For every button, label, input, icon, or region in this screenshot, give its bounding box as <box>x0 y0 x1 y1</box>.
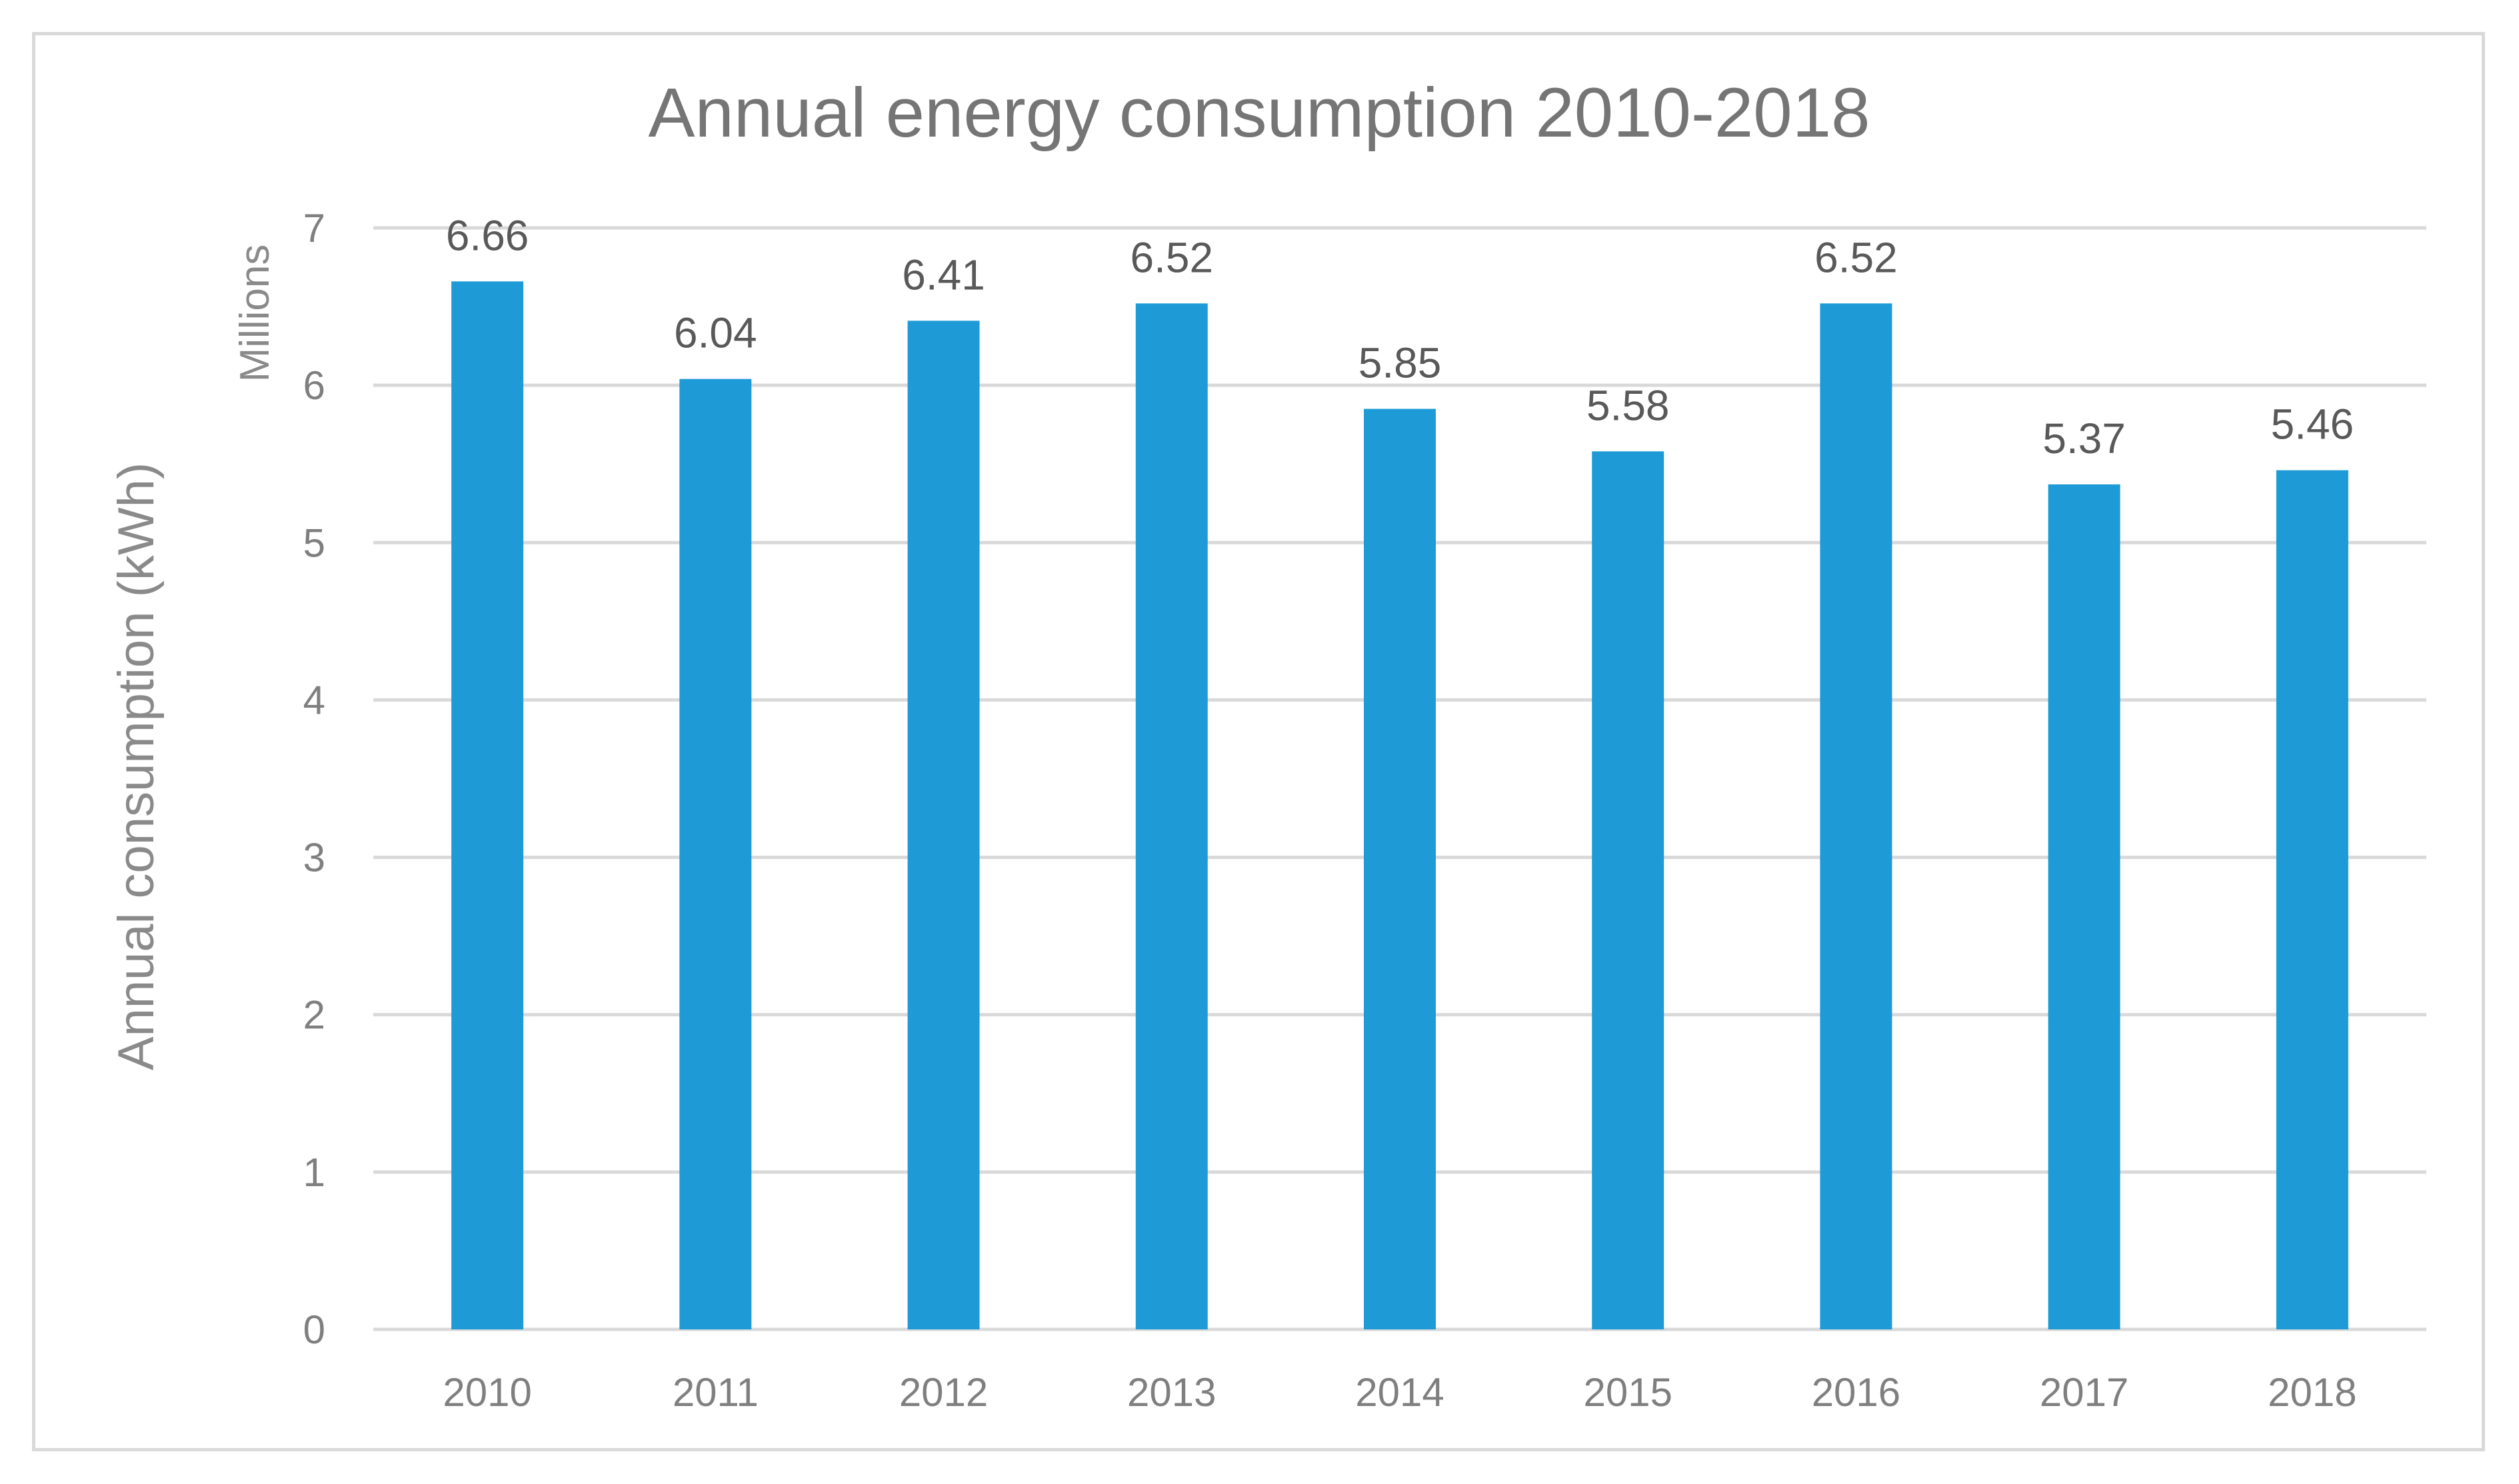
bar-2010 <box>451 281 524 1329</box>
bar-2012 <box>907 321 980 1330</box>
y-tick-label: 4 <box>303 678 325 722</box>
bar-2011 <box>679 378 752 1329</box>
x-tick-label-2017: 2017 <box>2040 1370 2128 1415</box>
data-label-2011: 6.04 <box>674 309 757 357</box>
data-label-2010: 6.66 <box>446 211 529 259</box>
data-label-2016: 6.52 <box>1814 233 1898 281</box>
data-labels: 6.66 6.04 6.41 6.52 5.85 5.58 6.52 5.37 5.46 <box>446 211 2354 462</box>
x-tick-label-2011: 2011 <box>673 1370 759 1415</box>
y-tick-label: 2 <box>303 993 325 1038</box>
y-tick-label: 3 <box>303 836 325 880</box>
y-tick-label: 7 <box>303 206 325 251</box>
bar-2018 <box>2276 470 2348 1330</box>
x-tick-label-2013: 2013 <box>1127 1370 1216 1415</box>
x-tick-label-2016: 2016 <box>1812 1370 1900 1415</box>
y-tick-label: 6 <box>303 363 325 408</box>
bar-2015 <box>1592 451 1664 1329</box>
y-axis-label: Annual consumption (kWh) <box>108 462 165 1070</box>
x-tick-label-2010: 2010 <box>443 1370 531 1415</box>
x-tick-label-2018: 2018 <box>2268 1370 2356 1415</box>
x-tick-label-2014: 2014 <box>1355 1370 1444 1415</box>
bar-2014 <box>1364 408 1436 1330</box>
chart-title: Annual energy consumption 2010-2018 <box>649 74 1870 152</box>
bar-2017 <box>2048 484 2120 1329</box>
y-axis-ticks: 0 1 2 3 4 5 6 7 <box>303 206 325 1352</box>
bar-2013 <box>1135 303 1208 1329</box>
y-tick-label: 5 <box>303 520 325 565</box>
data-label-2017: 5.37 <box>2042 414 2126 462</box>
data-label-2014: 5.85 <box>1358 339 1442 387</box>
y-axis-units-label: Millions <box>232 245 278 382</box>
bar-series <box>451 281 2348 1330</box>
x-axis-ticks: 2010 2011 2012 2013 2014 2015 2016 2017 2018 <box>443 1370 2356 1415</box>
data-label-2015: 5.58 <box>1586 381 1670 429</box>
x-tick-label-2015: 2015 <box>1583 1370 1672 1415</box>
x-tick-label-2012: 2012 <box>899 1370 988 1415</box>
data-label-2013: 6.52 <box>1130 233 1213 281</box>
data-label-2018: 5.46 <box>2271 400 2354 448</box>
data-label-2012: 6.41 <box>902 251 985 299</box>
bar-2016 <box>1820 303 1892 1329</box>
y-tick-label: 1 <box>303 1150 325 1195</box>
y-tick-label: 0 <box>303 1307 325 1352</box>
